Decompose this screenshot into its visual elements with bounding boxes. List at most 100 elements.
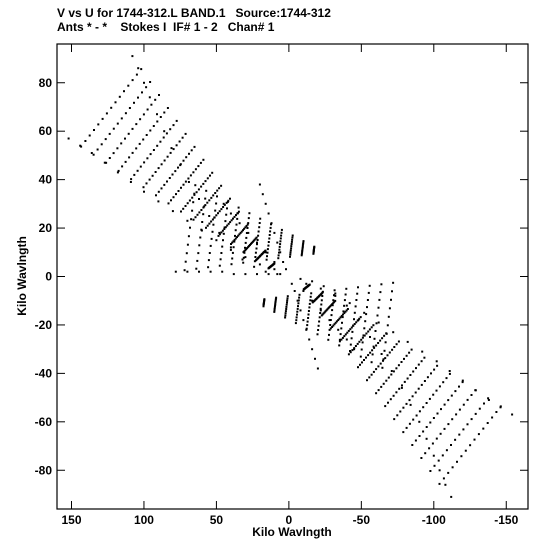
data-point xyxy=(342,313,344,316)
data-point xyxy=(309,299,312,302)
data-point xyxy=(486,422,489,424)
data-point xyxy=(397,364,400,367)
data-point xyxy=(200,228,203,231)
data-point xyxy=(477,433,480,436)
data-point xyxy=(331,309,334,312)
data-point xyxy=(149,129,152,132)
data-point xyxy=(301,251,304,254)
data-point xyxy=(235,214,237,217)
data-point xyxy=(344,310,347,313)
data-point xyxy=(314,357,316,360)
data-point xyxy=(460,455,463,458)
data-point xyxy=(239,231,242,234)
data-point xyxy=(240,230,243,233)
data-point xyxy=(266,248,269,251)
data-point xyxy=(185,156,188,159)
data-point xyxy=(208,199,211,202)
data-point xyxy=(395,343,398,346)
data-point xyxy=(469,444,472,447)
data-point xyxy=(238,222,241,225)
data-point xyxy=(270,222,273,225)
data-point xyxy=(368,284,371,287)
data-point xyxy=(190,149,193,152)
data-point xyxy=(450,394,453,397)
data-point xyxy=(462,428,465,431)
data-point xyxy=(334,292,337,295)
data-point xyxy=(219,258,222,261)
data-point xyxy=(430,372,432,375)
data-point xyxy=(371,349,374,352)
data-point xyxy=(124,160,127,163)
data-point xyxy=(192,201,195,204)
data-point xyxy=(365,332,368,335)
data-point xyxy=(374,330,377,332)
data-point xyxy=(218,231,221,234)
data-point xyxy=(351,330,354,333)
data-point xyxy=(301,250,304,252)
data-point xyxy=(402,406,405,409)
data-point xyxy=(387,315,390,318)
data-point xyxy=(238,233,241,236)
data-point xyxy=(139,165,142,168)
data-point xyxy=(232,217,234,220)
data-point xyxy=(236,217,239,220)
data-point xyxy=(171,210,174,213)
data-point xyxy=(291,236,294,239)
y-tick-label: 20 xyxy=(39,221,53,235)
data-point xyxy=(218,210,221,213)
data-point xyxy=(258,222,261,224)
data-point xyxy=(229,221,232,224)
data-point xyxy=(401,384,403,387)
data-point xyxy=(116,171,119,174)
data-point xyxy=(202,158,205,161)
data-point xyxy=(329,319,332,321)
data-point xyxy=(351,349,354,352)
data-point xyxy=(487,399,490,401)
data-point xyxy=(103,161,106,164)
data-point xyxy=(377,321,380,324)
data-point xyxy=(233,215,236,218)
data-point xyxy=(244,241,247,244)
data-point xyxy=(194,184,197,187)
data-point xyxy=(338,344,341,347)
data-point xyxy=(121,165,124,168)
data-point xyxy=(405,402,408,405)
data-point xyxy=(171,173,174,176)
data-point xyxy=(349,350,351,352)
data-point xyxy=(237,210,240,213)
data-point xyxy=(306,320,309,323)
data-point xyxy=(268,234,271,236)
data-point xyxy=(194,216,197,219)
data-point xyxy=(305,282,308,285)
data-point xyxy=(266,251,269,254)
data-point xyxy=(242,261,245,264)
data-point xyxy=(298,296,301,299)
data-point xyxy=(381,366,384,369)
data-point xyxy=(135,73,138,76)
data-point xyxy=(200,185,203,188)
data-point xyxy=(197,188,200,191)
data-point xyxy=(143,161,146,164)
data-point xyxy=(405,426,408,429)
data-point xyxy=(192,218,195,221)
data-point xyxy=(429,470,432,472)
data-point xyxy=(435,437,438,440)
chart-subtitle: Ants * - * Stokes I IF# 1 - 2 Chan# 1 xyxy=(57,20,275,34)
data-point xyxy=(355,299,358,301)
data-point xyxy=(321,295,324,297)
data-point xyxy=(167,202,170,205)
data-point xyxy=(291,238,294,241)
data-point xyxy=(189,226,191,229)
data-point xyxy=(391,348,394,351)
data-point xyxy=(433,464,436,467)
data-point xyxy=(284,310,287,313)
data-point xyxy=(209,174,211,177)
data-point xyxy=(331,303,334,305)
data-point xyxy=(101,117,104,120)
data-point xyxy=(202,182,205,185)
data-point xyxy=(284,316,287,319)
data-point xyxy=(369,351,372,354)
data-point xyxy=(269,230,272,233)
data-point xyxy=(415,414,418,417)
data-point xyxy=(182,159,185,162)
